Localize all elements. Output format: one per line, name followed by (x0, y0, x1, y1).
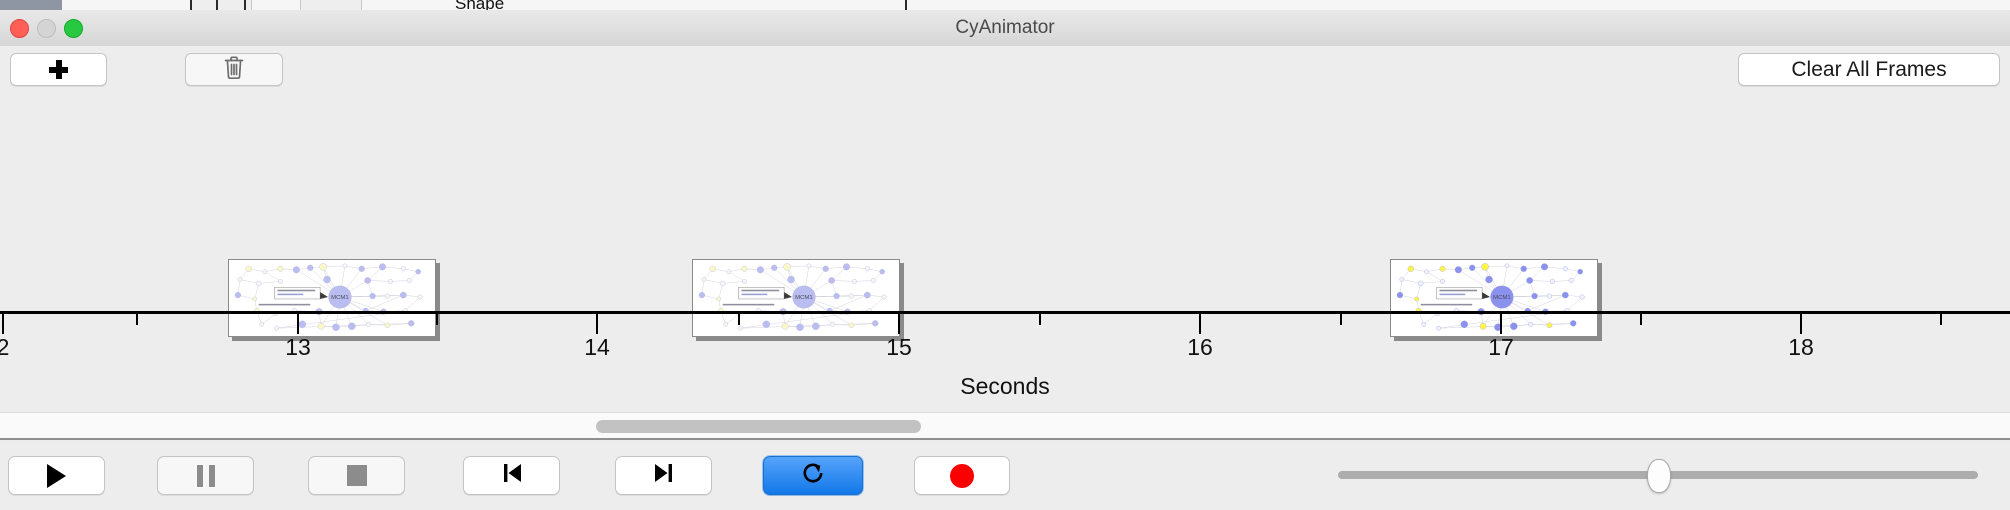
pause-button[interactable] (157, 456, 254, 495)
loop-icon (800, 460, 826, 491)
svg-text:MCM1: MCM1 (1493, 295, 1510, 301)
timeline-tick-label: 17 (1488, 334, 1514, 360)
timeline-tick-minor (1940, 314, 1942, 325)
timeline-tick-major (898, 314, 900, 334)
toolbar: Clear All Frames (0, 46, 2010, 93)
zoom-icon[interactable] (64, 19, 83, 38)
delete-frame-button[interactable] (185, 53, 283, 86)
background-window-label: Shape (455, 0, 505, 11)
loop-button[interactable] (763, 456, 863, 495)
traffic-lights (10, 19, 83, 38)
timeline-tick-major (596, 314, 598, 334)
skip-forward-button[interactable] (615, 456, 712, 495)
timeline-tick-minor (436, 314, 438, 325)
timeline-frame[interactable]: MCM1 (1390, 259, 1598, 337)
timeline-tick-label: 13 (285, 334, 311, 360)
play-icon (47, 463, 66, 488)
network-graph: MCM1 (229, 260, 435, 336)
stop-button[interactable] (308, 456, 405, 495)
background-window-tick (190, 0, 192, 10)
background-window-segment (190, 0, 252, 10)
timeline-tick-label: 15 (886, 334, 912, 360)
skip-back-button[interactable] (463, 456, 560, 495)
timeline-tick-minor (1640, 314, 1642, 325)
frames-track[interactable]: MCM1 MCM1 MCM1 (0, 91, 2010, 337)
timeline-scrollbar[interactable] (0, 412, 2010, 440)
slider-thumb[interactable] (1647, 459, 1671, 493)
timeline-tick-label: 14 (584, 334, 610, 360)
background-window-tick (244, 0, 246, 10)
timeline-tick-major (1500, 314, 1502, 334)
timeline-tick-label: 2 (0, 334, 10, 360)
window-title: CyAnimator (955, 17, 1055, 38)
timeline-scrollbar-thumb[interactable] (596, 420, 921, 433)
timeline-tick-label: 16 (1187, 334, 1213, 360)
svg-text:MCM1: MCM1 (331, 295, 348, 301)
timeline-tick-major (1800, 314, 1802, 334)
timeline-panel[interactable]: MCM1 MCM1 MCM1 2 13 14 15 16 17 18 Seconds (0, 91, 2010, 412)
timeline-tick-major (2, 314, 4, 334)
animation-speed-slider[interactable] (1338, 459, 1978, 493)
background-window-segment (300, 0, 362, 10)
window-titlebar: CyAnimator (0, 10, 2010, 47)
close-icon[interactable] (10, 19, 29, 38)
timeline-tick-label: 18 (1788, 334, 1814, 360)
pause-icon (196, 464, 215, 487)
background-window-tick (216, 0, 218, 10)
playback-toolbar: Animation Speed: (0, 442, 2010, 510)
skip-forward-icon (652, 461, 676, 490)
timeline-frame[interactable]: MCM1 (228, 259, 436, 337)
background-window-tick (905, 0, 907, 10)
add-frame-button[interactable] (10, 53, 107, 86)
clear-all-frames-button[interactable]: Clear All Frames (1738, 53, 2000, 86)
timeline-tick-minor (1039, 314, 1041, 325)
svg-text:MCM1: MCM1 (795, 295, 812, 301)
record-icon (950, 463, 974, 488)
network-graph: MCM1 (693, 260, 899, 336)
background-window-titlebar (0, 0, 62, 10)
timeline-axis-line (0, 311, 2010, 314)
timeline-frame[interactable]: MCM1 (692, 259, 900, 337)
minimize-icon[interactable] (37, 19, 56, 38)
network-graph: MCM1 (1391, 260, 1597, 336)
record-button[interactable] (914, 456, 1010, 495)
timeline-tick-major (297, 314, 299, 334)
timeline-tick-major (1199, 314, 1201, 334)
timeline-tick-minor (136, 314, 138, 325)
skip-back-icon (500, 461, 524, 490)
timeline-tick-minor (1340, 314, 1342, 325)
trash-icon (223, 55, 245, 85)
stop-icon (346, 465, 367, 486)
play-button[interactable] (8, 456, 105, 495)
plus-icon (49, 60, 68, 79)
timeline-tick-minor (738, 314, 740, 325)
timeline-axis-title: Seconds (960, 373, 1050, 399)
